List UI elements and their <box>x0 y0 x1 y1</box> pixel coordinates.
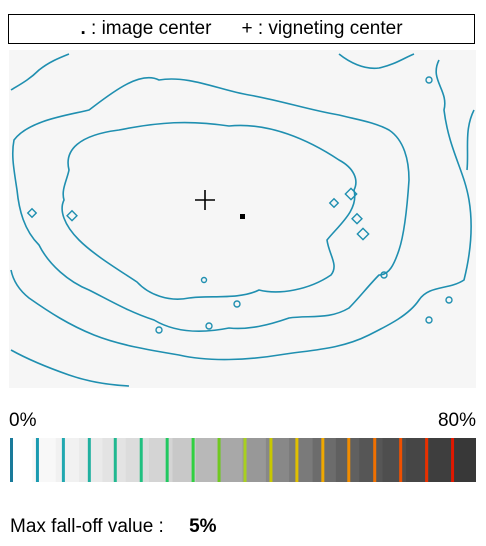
inner-contour <box>61 121 357 300</box>
scale-block <box>172 438 197 482</box>
image-center-symbol: . <box>80 18 86 39</box>
scale-block <box>55 438 80 482</box>
scale-tick-line <box>113 438 117 482</box>
scale-tick-line <box>191 438 195 482</box>
scale-block <box>195 438 220 482</box>
scale-tick-line <box>87 438 91 482</box>
scale-block <box>405 438 430 482</box>
contour-lines <box>10 53 475 387</box>
legend-box: . : image center + : vigneting center <box>8 14 475 44</box>
scale-tick-line <box>451 438 455 482</box>
vignetting-center-marker <box>195 190 215 210</box>
max-falloff-value: 5% <box>189 516 217 537</box>
scale-tick-line <box>61 438 65 482</box>
top-right-contour <box>338 53 415 70</box>
image-center-legend: . : image center <box>80 18 211 40</box>
scale-block <box>149 438 173 482</box>
scale-tick-line <box>425 438 429 482</box>
scale-tick-line <box>295 438 299 482</box>
scale-block <box>265 438 290 482</box>
color-scale-bar <box>9 438 476 482</box>
scale-tick-line <box>321 438 325 482</box>
scale-tick-line <box>373 438 377 482</box>
outer-contour <box>10 59 472 361</box>
scale-tick-line <box>269 438 273 482</box>
max-falloff-row: Max fall-off value : 5% <box>10 516 217 538</box>
scale-block <box>9 438 33 482</box>
top-left-contour <box>10 53 70 91</box>
scale-block <box>242 438 267 482</box>
scale-block <box>452 438 476 482</box>
scale-block <box>359 438 384 482</box>
scale-min-label: 0% <box>9 410 37 431</box>
scale-max-label: 80% <box>437 410 476 431</box>
scale-block <box>382 438 407 482</box>
vignetting-center-label: : vigneting center <box>257 18 403 39</box>
scale-tick-line <box>243 438 247 482</box>
scale-block <box>219 438 243 482</box>
max-falloff-label: Max fall-off value : <box>10 516 164 537</box>
right-contour <box>466 109 475 171</box>
image-center-marker <box>240 214 245 219</box>
vignetting-contour-map <box>9 50 476 388</box>
scale-tick-line <box>399 438 403 482</box>
scale-block <box>79 438 103 482</box>
bottom-contour <box>10 349 130 387</box>
scale-block <box>289 438 314 482</box>
scale-block <box>32 438 57 482</box>
scale-tick-line <box>139 438 143 482</box>
scale-tick-line <box>165 438 169 482</box>
scale-tick-line <box>10 438 13 482</box>
middle-contour <box>11 77 410 333</box>
scale-tick-line <box>347 438 351 482</box>
scale-block <box>125 438 150 482</box>
scale-block <box>429 438 454 482</box>
scale-tick-line <box>217 438 221 482</box>
image-center-label: : image center <box>91 18 212 39</box>
scale-block <box>312 438 337 482</box>
vignetting-center-symbol: + <box>241 18 253 39</box>
contour-islands <box>26 76 453 334</box>
scale-tick-line <box>35 438 39 482</box>
vignetting-center-legend: + : vigneting center <box>241 18 402 40</box>
